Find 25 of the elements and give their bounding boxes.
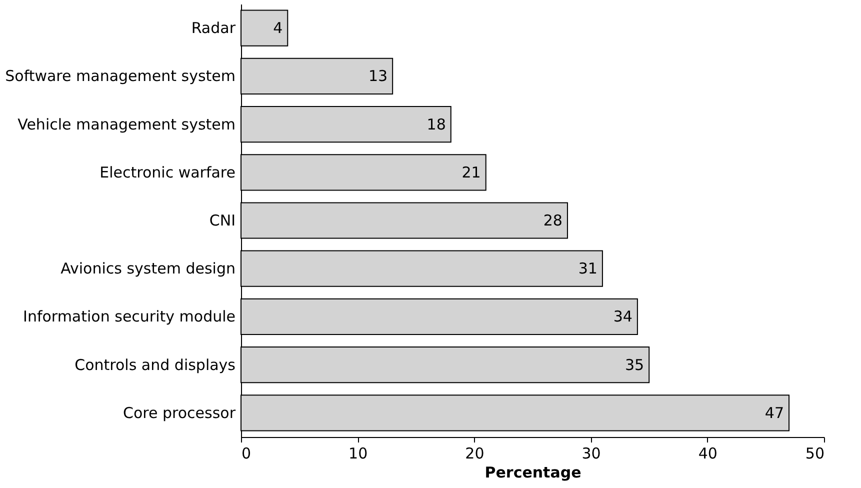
- y-tick-label: Core processor: [123, 404, 236, 422]
- x-axis-title: Percentage: [484, 464, 582, 482]
- data-label: 47: [764, 404, 784, 422]
- y-tick-label: Radar: [191, 19, 236, 38]
- y-tick-label: Avionics system design: [60, 260, 236, 278]
- data-label: 13: [368, 67, 388, 86]
- data-label: 18: [426, 115, 446, 134]
- data-label: 21: [462, 163, 481, 182]
- y-tick-label: CNI: [209, 212, 236, 230]
- data-label: 31: [578, 260, 598, 278]
- x-tick-label: 30: [582, 444, 601, 462]
- y-tick-label: Controls and displays: [74, 356, 236, 374]
- data-label: 4: [273, 19, 283, 38]
- y-tick-label: Information security module: [23, 308, 236, 326]
- data-label: 35: [625, 356, 644, 374]
- x-tick-label: 20: [465, 444, 484, 462]
- x-tick-label: 40: [698, 444, 718, 462]
- y-tick-label: Vehicle management system: [18, 115, 236, 134]
- y-tick-label: Software management system: [5, 67, 236, 86]
- x-tick-label: 10: [348, 444, 368, 462]
- x-tick-label: 0: [242, 444, 252, 462]
- x-tick-label: 50: [805, 444, 824, 462]
- data-label: 34: [613, 308, 632, 326]
- data-label: 28: [543, 212, 562, 230]
- y-tick-label: Electronic warfare: [100, 163, 236, 182]
